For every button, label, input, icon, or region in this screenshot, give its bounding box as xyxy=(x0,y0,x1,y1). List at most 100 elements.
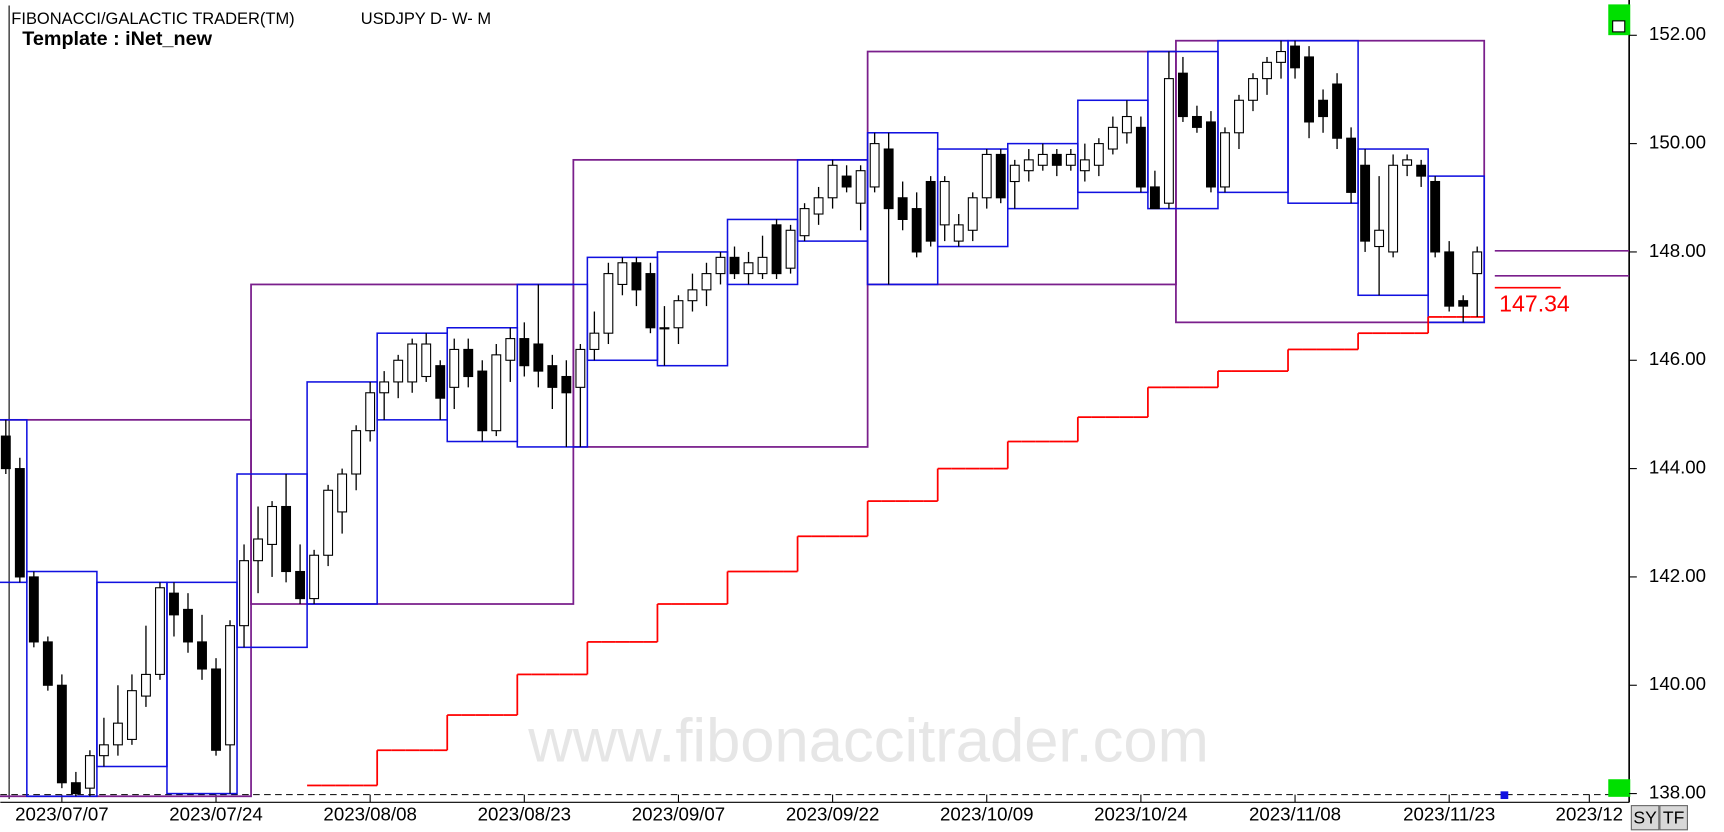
candle-body xyxy=(617,262,628,285)
candle-body xyxy=(0,435,11,470)
weekly-range-box xyxy=(726,218,799,286)
candle-body xyxy=(939,180,950,226)
candle-body xyxy=(309,554,320,600)
cursor-marker xyxy=(1500,791,1509,800)
candle-body xyxy=(42,641,53,686)
candle-body xyxy=(197,641,207,670)
candle-body xyxy=(813,197,824,215)
candle-body xyxy=(98,744,109,757)
candle-body xyxy=(1009,164,1020,183)
candle-body xyxy=(281,505,292,573)
candle-body xyxy=(1163,78,1174,204)
candle-body xyxy=(435,365,446,399)
candle-body xyxy=(1079,159,1090,172)
candle-body xyxy=(505,338,516,361)
candle-body xyxy=(533,343,544,372)
y-tick-label: 148.00 xyxy=(1649,240,1706,261)
y-tick-label: 144.00 xyxy=(1649,457,1706,478)
candle-body xyxy=(743,262,754,275)
candle-body xyxy=(211,668,221,751)
candle-body xyxy=(1065,153,1076,166)
candle-body xyxy=(1262,61,1272,80)
candle-body xyxy=(1234,99,1244,134)
candle-body xyxy=(799,208,810,237)
x-tick-label: 2023/09/07 xyxy=(632,803,725,824)
x-tick-label: 2023/09/22 xyxy=(786,803,879,824)
candle-body xyxy=(1416,164,1427,177)
title: FIBONACCI/GALACTIC TRADER(TM) xyxy=(11,10,294,28)
candle-body xyxy=(1402,159,1413,166)
candle-body xyxy=(1304,56,1314,123)
candle-body xyxy=(295,570,306,600)
candle-body xyxy=(1374,229,1385,248)
candle-body xyxy=(1458,300,1469,307)
weekly-range-box xyxy=(306,381,378,605)
tf-button-label[interactable]: TF xyxy=(1663,807,1685,827)
candle-body xyxy=(323,489,334,556)
candle-body xyxy=(827,164,838,199)
y-tick-label: 150.00 xyxy=(1649,132,1706,153)
x-tick-label: 2023/08/23 xyxy=(478,803,571,824)
candle-body xyxy=(981,153,992,199)
candle-body xyxy=(1037,153,1048,166)
monthly-range-box xyxy=(572,158,869,448)
x-tick-label: 2023/10/09 xyxy=(940,803,1033,824)
candle-body xyxy=(267,505,278,545)
candle-body xyxy=(1346,137,1357,193)
candle-body xyxy=(603,273,614,334)
candle-body xyxy=(1290,45,1300,69)
candle-body xyxy=(561,375,572,394)
candle-body xyxy=(1206,121,1216,188)
candle-body xyxy=(337,473,348,513)
candle-body xyxy=(239,560,249,627)
candle-body xyxy=(785,229,796,269)
monthly-range-box xyxy=(0,418,252,798)
candle-body xyxy=(631,262,642,291)
window-icon[interactable] xyxy=(1612,20,1626,33)
candle-body xyxy=(869,143,880,188)
candle-body xyxy=(1093,143,1104,166)
weekly-range-box xyxy=(166,581,238,795)
candle-body xyxy=(897,197,908,220)
candle-body xyxy=(883,148,894,210)
candle-body xyxy=(771,224,782,275)
candle-body xyxy=(757,256,768,275)
symbol: USDJPY D- W- M xyxy=(361,10,491,28)
sy-button[interactable] xyxy=(1630,805,1660,831)
candle-body xyxy=(407,343,418,383)
candle-body xyxy=(70,782,81,795)
candle-body xyxy=(112,722,123,746)
candle-body xyxy=(589,332,600,350)
candle-body xyxy=(1360,164,1371,242)
y-tick-label: 152.00 xyxy=(1649,23,1706,44)
weekly-range-box xyxy=(0,419,28,584)
y-tick-label: 140.00 xyxy=(1649,673,1706,694)
candle-body xyxy=(1318,99,1329,118)
candle-body xyxy=(1191,115,1202,128)
candle-body xyxy=(393,359,404,383)
toolbar: SY TF xyxy=(1630,805,1688,831)
candle-body xyxy=(1023,159,1034,172)
candle-body xyxy=(911,208,922,253)
candle-body xyxy=(1430,180,1441,253)
candle-body xyxy=(463,348,474,378)
candle-body xyxy=(995,153,1006,199)
candle-body xyxy=(659,327,670,330)
weekly-range-box xyxy=(656,251,729,367)
candle-body xyxy=(729,256,740,275)
candle-body xyxy=(967,197,978,231)
candle-body xyxy=(1149,186,1160,210)
candle-body xyxy=(1276,50,1286,63)
candle-body xyxy=(183,608,193,643)
candle-body xyxy=(673,300,684,329)
x-tick-label: 2023/11/08 xyxy=(1249,803,1341,824)
x-tick-label: 2023/12 xyxy=(1556,803,1624,824)
candle-body xyxy=(141,673,151,697)
tf-button[interactable] xyxy=(1659,805,1688,831)
x-tick-label: 2023/11/23 xyxy=(1403,803,1495,824)
candle-body xyxy=(1444,251,1455,307)
candle-body xyxy=(477,370,488,432)
sy-button-label[interactable]: SY xyxy=(1633,807,1657,827)
candle-body xyxy=(1135,126,1146,188)
